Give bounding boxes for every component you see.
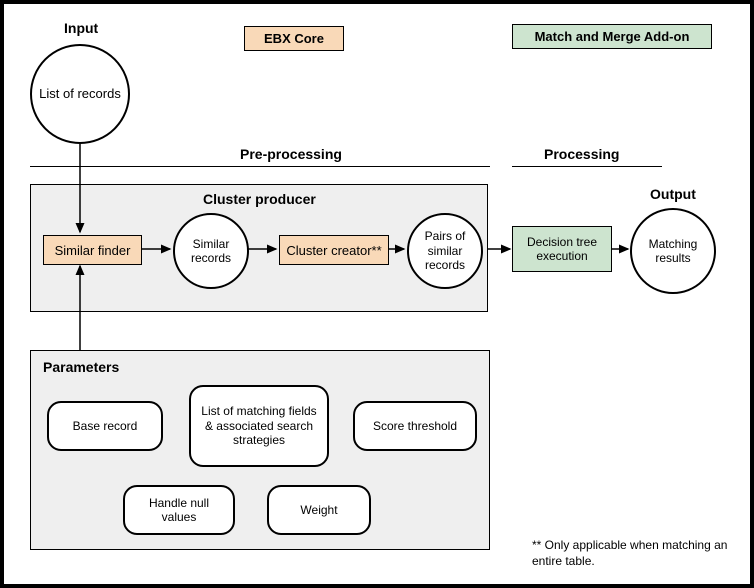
output-circle-text: Matching results	[632, 237, 714, 266]
processing-rule	[512, 166, 662, 167]
input-circle-text: List of records	[39, 86, 121, 102]
output-circle: Matching results	[630, 208, 716, 294]
cluster-creator-text: Cluster creator**	[286, 243, 381, 258]
param-weight: Weight	[267, 485, 371, 535]
similar-records-text: Similar records	[175, 237, 247, 266]
param-score: Score threshold	[353, 401, 477, 451]
processing-label: Processing	[544, 146, 619, 162]
param-nulls-text: Handle null values	[133, 496, 225, 525]
param-base-record: Base record	[47, 401, 163, 451]
param-fields: List of matching fields & associated sea…	[189, 385, 329, 467]
pairs-text: Pairs of similar records	[409, 229, 481, 272]
similar-finder-text: Similar finder	[55, 243, 131, 258]
similar-finder-box: Similar finder	[43, 235, 142, 265]
legend-addon-label: Match and Merge Add-on	[535, 29, 690, 44]
param-nulls: Handle null values	[123, 485, 235, 535]
diagram-frame: EBX Core Match and Merge Add-on Input Li…	[0, 0, 754, 588]
cluster-producer-panel: Cluster producer Similar finder Similar …	[30, 184, 488, 312]
output-label: Output	[650, 186, 696, 202]
input-circle: List of records	[30, 44, 130, 144]
input-label: Input	[64, 20, 98, 36]
cluster-producer-title: Cluster producer	[203, 191, 316, 207]
pairs-circle: Pairs of similar records	[407, 213, 483, 289]
preprocessing-rule	[30, 166, 490, 167]
param-fields-text: List of matching fields & associated sea…	[199, 404, 319, 447]
parameters-title: Parameters	[43, 359, 119, 375]
legend-core: EBX Core	[244, 26, 344, 51]
legend-core-label: EBX Core	[264, 31, 324, 46]
similar-records-circle: Similar records	[173, 213, 249, 289]
parameters-panel: Parameters Base record List of matching …	[30, 350, 490, 550]
param-score-text: Score threshold	[373, 419, 457, 433]
param-base-record-text: Base record	[73, 419, 138, 433]
legend-addon: Match and Merge Add-on	[512, 24, 712, 49]
decision-box: Decision tree execution	[512, 226, 612, 272]
footnote: ** Only applicable when matching an enti…	[532, 538, 732, 569]
decision-box-text: Decision tree execution	[517, 235, 607, 263]
cluster-creator-box: Cluster creator**	[279, 235, 389, 265]
param-weight-text: Weight	[300, 503, 337, 517]
preprocessing-label: Pre-processing	[240, 146, 342, 162]
